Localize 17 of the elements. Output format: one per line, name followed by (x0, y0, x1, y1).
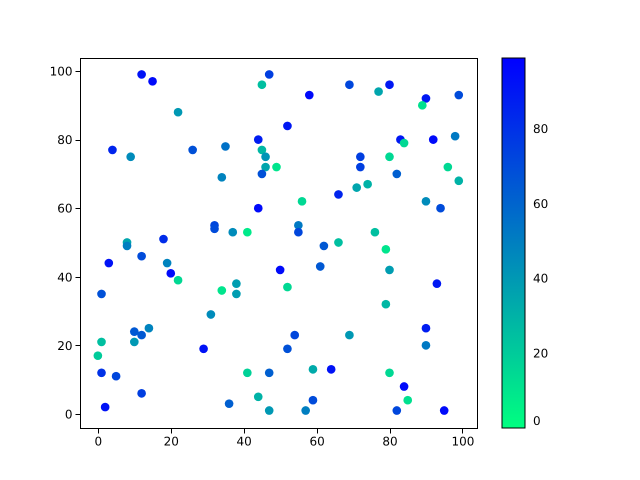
y-tick-label: 60 (57, 202, 72, 216)
x-tick-label: 60 (309, 434, 325, 448)
color-bar-label: 0 (533, 414, 541, 428)
color-bar-label: 60 (533, 196, 548, 211)
y-tick-label: 20 (57, 338, 72, 353)
y-tick-label: 80 (57, 133, 72, 148)
x-tick-label: 0 (94, 434, 102, 448)
y-tick-label: 0 (64, 407, 72, 422)
color-bar-label: 20 (533, 346, 548, 360)
x-tick-label: 100 (451, 434, 474, 448)
y-tick-label: 100 (50, 64, 72, 79)
color-bar-label: 80 (533, 122, 548, 136)
x-tick-label: 20 (164, 434, 179, 448)
color-bar-label: 40 (533, 272, 548, 286)
y-tick-label: 40 (57, 270, 72, 284)
x-tick-label: 40 (236, 434, 252, 448)
x-tick-label: 80 (382, 434, 398, 448)
